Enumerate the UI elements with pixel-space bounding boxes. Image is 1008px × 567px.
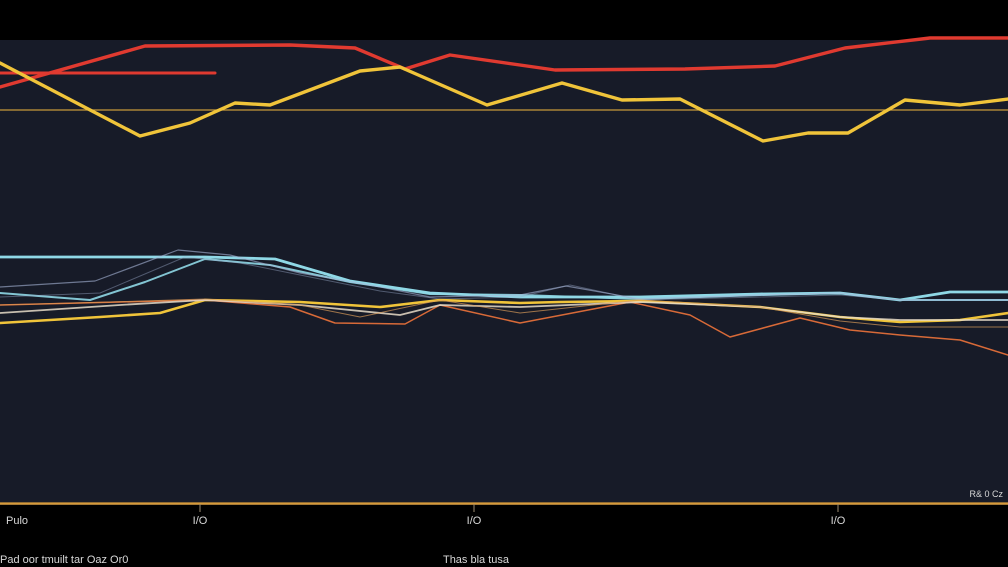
x-axis-ticks: I/O I/O I/O xyxy=(193,504,846,527)
series-line-11 xyxy=(0,298,1008,328)
x-tick-label-3: I/O xyxy=(831,515,846,527)
right-annotation: R& 0 Cz xyxy=(969,489,1003,499)
series-line-9 xyxy=(0,299,1008,356)
series-line-7 xyxy=(0,256,1008,301)
x-tick-label-1: I/O xyxy=(193,515,208,527)
series-line-1 xyxy=(0,36,1008,89)
reference-lines xyxy=(0,109,1008,504)
series-line-6 xyxy=(0,249,1008,301)
series-line-3 xyxy=(0,61,1008,143)
left-tick-label: Pulo xyxy=(6,515,28,527)
series-line-8 xyxy=(0,298,1008,325)
x-tick-label-2: I/O xyxy=(467,515,482,527)
footer-caption: Pad oor tmuilt tar Oaz Or0 xyxy=(0,554,128,566)
x-axis-title: Thas bla tusa xyxy=(443,554,510,566)
series-layer xyxy=(0,36,1008,356)
